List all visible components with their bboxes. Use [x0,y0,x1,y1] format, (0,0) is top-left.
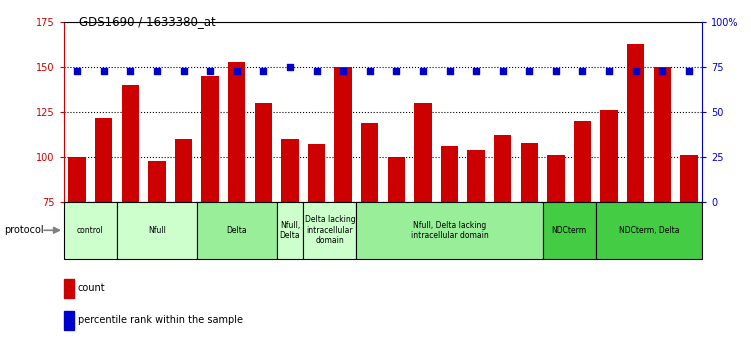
Bar [175,139,192,202]
Text: GDS1690 / 1633380_at: GDS1690 / 1633380_at [79,16,216,29]
Text: protocol: protocol [4,225,44,235]
Text: NDCterm: NDCterm [552,226,587,235]
Point [683,68,695,73]
Bar [601,110,618,202]
Text: Delta: Delta [226,226,247,235]
Bar [68,157,86,202]
Bar [520,142,538,202]
Point [470,68,482,73]
Point [629,68,641,73]
Point [496,68,508,73]
Bar [596,202,702,259]
Text: Delta lacking
intracellular
domain: Delta lacking intracellular domain [304,215,355,245]
Point [310,68,322,73]
Point [656,68,668,73]
Point [177,68,189,73]
Bar [441,146,458,202]
Bar [201,76,219,202]
Point [231,68,243,73]
Bar [255,103,272,202]
Bar [357,202,542,259]
Bar [680,155,698,202]
Bar [308,145,325,202]
Bar [228,62,246,202]
Text: Nfull,
Delta: Nfull, Delta [279,220,300,240]
Point [444,68,456,73]
Bar [64,279,74,298]
Bar [197,202,276,259]
Bar [627,44,644,202]
Bar [282,139,299,202]
Bar [388,157,405,202]
Point [125,68,137,73]
Bar [122,85,139,202]
Bar [276,202,303,259]
Bar [95,118,113,202]
Point [391,68,403,73]
Point [523,68,535,73]
Bar [334,67,351,202]
Bar [148,160,165,202]
Text: NDCterm, Delta: NDCterm, Delta [619,226,679,235]
Point [204,68,216,73]
Bar [415,103,432,202]
Text: percentile rank within the sample: percentile rank within the sample [78,315,243,325]
Point [363,68,376,73]
Point [98,68,110,73]
Bar [303,202,357,259]
Bar [547,155,565,202]
Text: count: count [78,284,105,293]
Point [417,68,429,73]
Point [550,68,562,73]
Text: control: control [77,226,104,235]
Point [284,65,296,70]
Text: Nfull: Nfull [148,226,166,235]
Point [71,68,83,73]
Bar [117,202,197,259]
Point [603,68,615,73]
Bar [361,123,379,202]
Point [151,68,163,73]
Point [577,68,589,73]
Bar [574,121,591,202]
Bar [467,150,484,202]
Text: Nfull, Delta lacking
intracellular domain: Nfull, Delta lacking intracellular domai… [411,220,488,240]
Bar [64,310,74,330]
Point [258,68,270,73]
Bar [543,202,596,259]
Bar [64,202,117,259]
Bar [494,136,511,202]
Bar [653,67,671,202]
Point [337,68,349,73]
